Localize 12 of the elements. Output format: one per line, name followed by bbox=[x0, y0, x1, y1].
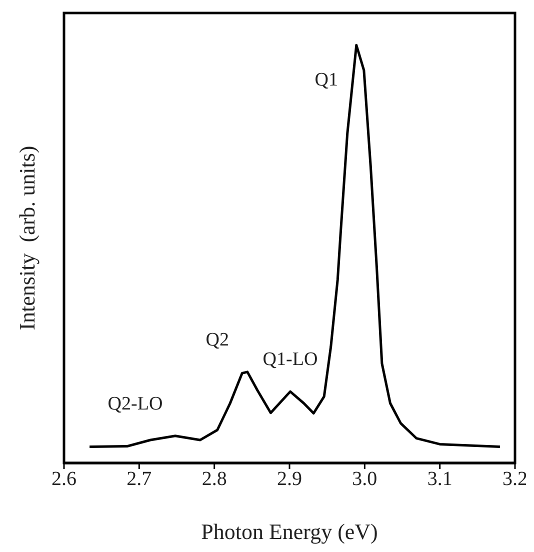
x-tick-label: 2.8 bbox=[202, 468, 227, 490]
annotation: Q1 bbox=[314, 70, 338, 91]
x-axis-title: Photon Energy (eV) bbox=[201, 519, 378, 544]
y-axis-title: Intensity (arb. units) bbox=[14, 146, 40, 330]
x-tick-label: 2.6 bbox=[52, 468, 76, 490]
annotation: Q1-LO bbox=[262, 349, 318, 370]
x-tick-label: 3.0 bbox=[352, 468, 378, 490]
x-tick-label: 3.1 bbox=[427, 468, 452, 490]
annotation: Q2 bbox=[206, 329, 230, 350]
x-tick-label: 2.7 bbox=[126, 468, 152, 490]
x-tick-label: 2.9 bbox=[277, 468, 302, 490]
annotation: Q2-LO bbox=[108, 393, 163, 414]
